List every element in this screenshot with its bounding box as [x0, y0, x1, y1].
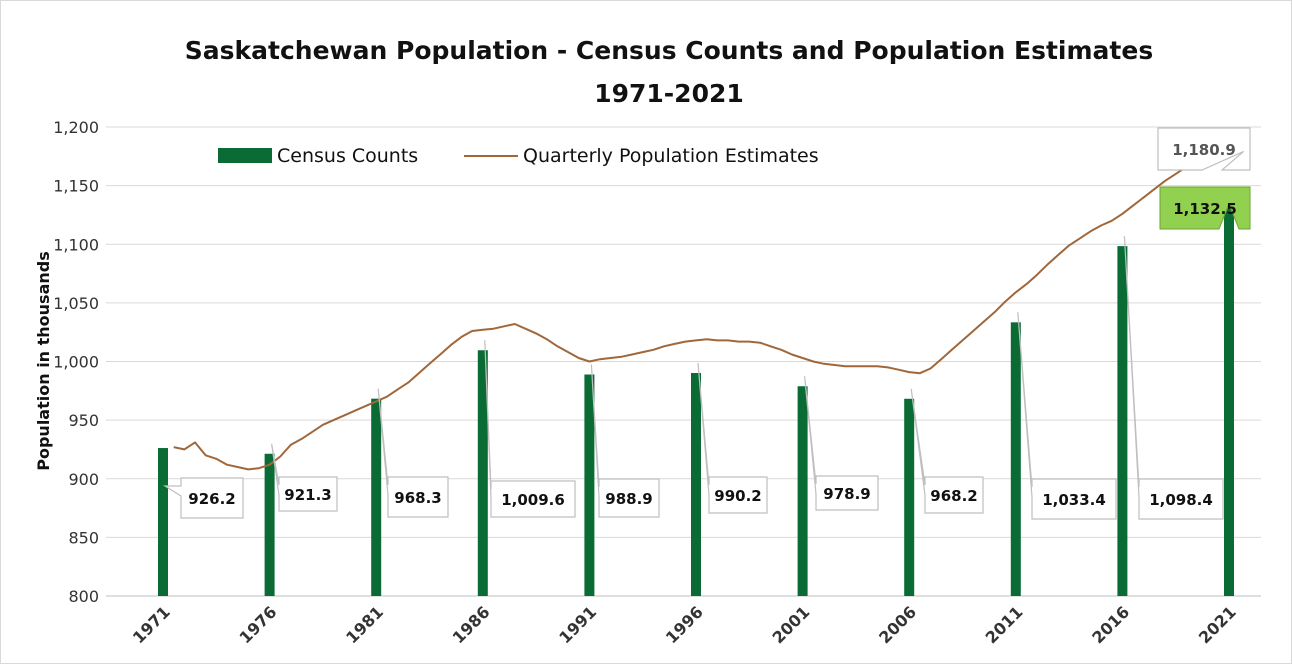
- y-axis-ticks: 800 850 900 950 1,000 1,050 1,100 1,150 1,200: [53, 118, 99, 606]
- data-label-1981: 968.3: [394, 489, 441, 507]
- data-label-callout-2021: [1159, 186, 1251, 230]
- chart-title-line-1: Saskatchewan Population - Census Counts …: [185, 36, 1153, 65]
- y-tick-label: 1,150: [53, 177, 99, 196]
- data-label-callout-1976: [271, 443, 338, 512]
- bar-1986: [477, 350, 488, 596]
- x-tick-label: 2011: [982, 602, 1027, 647]
- bar-2021: [1224, 206, 1234, 597]
- data-label-callout-1996: [697, 362, 768, 514]
- bar-2011: [1010, 322, 1021, 596]
- bar-1976: [264, 453, 275, 596]
- x-tick-label: 2006: [875, 602, 920, 647]
- data-label-2011: 1,033.4: [1042, 491, 1106, 509]
- y-axis-label: Population in thousands: [34, 251, 53, 470]
- data-label-1996: 990.2: [714, 487, 761, 505]
- data-label-1971: 926.2: [188, 490, 235, 508]
- x-tick-label: 1991: [555, 602, 600, 647]
- legend: Census Counts Quarterly Population Estim…: [218, 145, 819, 167]
- y-tick-label: 1,000: [53, 353, 99, 372]
- data-label-callout-2006: [910, 388, 984, 514]
- bar-1981: [371, 398, 382, 596]
- y-tick-label: 1,100: [53, 235, 99, 254]
- estimates-line-group: [173, 148, 1240, 471]
- x-tick-label: 1996: [662, 602, 707, 647]
- estimate-end-label: 1,180.9: [1172, 141, 1236, 159]
- x-tick-label: 2021: [1195, 602, 1240, 647]
- x-tick-label: 1971: [129, 602, 174, 647]
- data-label-2001: 978.9: [823, 485, 870, 503]
- y-tick-label: 950: [68, 411, 99, 430]
- x-tick-label: 2001: [769, 602, 814, 647]
- bar-1996: [691, 372, 701, 596]
- legend-label-estimates: Quarterly Population Estimates: [523, 145, 819, 167]
- bar-1971: [158, 448, 168, 596]
- chart-title-line-2: 1971-2021: [594, 79, 744, 108]
- data-labels: 926.2 921.3 968.3 1,009.6 988.9 990.2 978.9 968…: [162, 127, 1251, 520]
- y-tick-label: 900: [68, 470, 99, 489]
- x-tick-label: 1981: [342, 602, 387, 647]
- legend-label-census: Census Counts: [277, 145, 418, 167]
- y-tick-label: 1,050: [53, 294, 99, 313]
- data-label-callout-1971: [162, 477, 244, 519]
- data-label-callout-2016: [1123, 236, 1224, 520]
- data-label-callout-1986: [484, 340, 576, 518]
- census-bars: [158, 206, 1234, 597]
- x-axis-ticks: 1971 1976 1981 1986 1991 1996 2001 2006 2011 2016…: [129, 602, 1240, 647]
- bar-2016: [1117, 246, 1128, 596]
- data-label-2021: 1,132.5: [1173, 200, 1237, 218]
- bar-2001: [797, 386, 808, 596]
- x-tick-label: 1976: [236, 602, 281, 647]
- legend-swatch-census: [218, 148, 272, 163]
- data-label-callout-1991: [590, 364, 660, 518]
- x-tick-label: 1986: [449, 602, 494, 647]
- x-tick-label: 2016: [1088, 602, 1133, 647]
- estimates-line: [173, 148, 1240, 471]
- gridlines: [106, 126, 1261, 538]
- data-label-callout-2001: [804, 376, 879, 511]
- data-label-1986: 1,009.6: [501, 491, 565, 509]
- y-tick-label: 850: [68, 528, 99, 547]
- data-label-callout-2011: [1017, 312, 1117, 520]
- y-tick-label: 1,200: [53, 118, 99, 137]
- y-tick-label: 800: [68, 587, 99, 606]
- data-label-1976: 921.3: [284, 486, 331, 504]
- data-label-callout-1981: [377, 388, 449, 518]
- estimate-end-callout: [1157, 127, 1251, 171]
- data-label-2006: 968.2: [930, 487, 977, 505]
- bar-1991: [584, 374, 595, 596]
- data-label-2016: 1,098.4: [1149, 491, 1213, 509]
- bar-2006: [904, 398, 915, 596]
- data-label-1991: 988.9: [605, 490, 652, 508]
